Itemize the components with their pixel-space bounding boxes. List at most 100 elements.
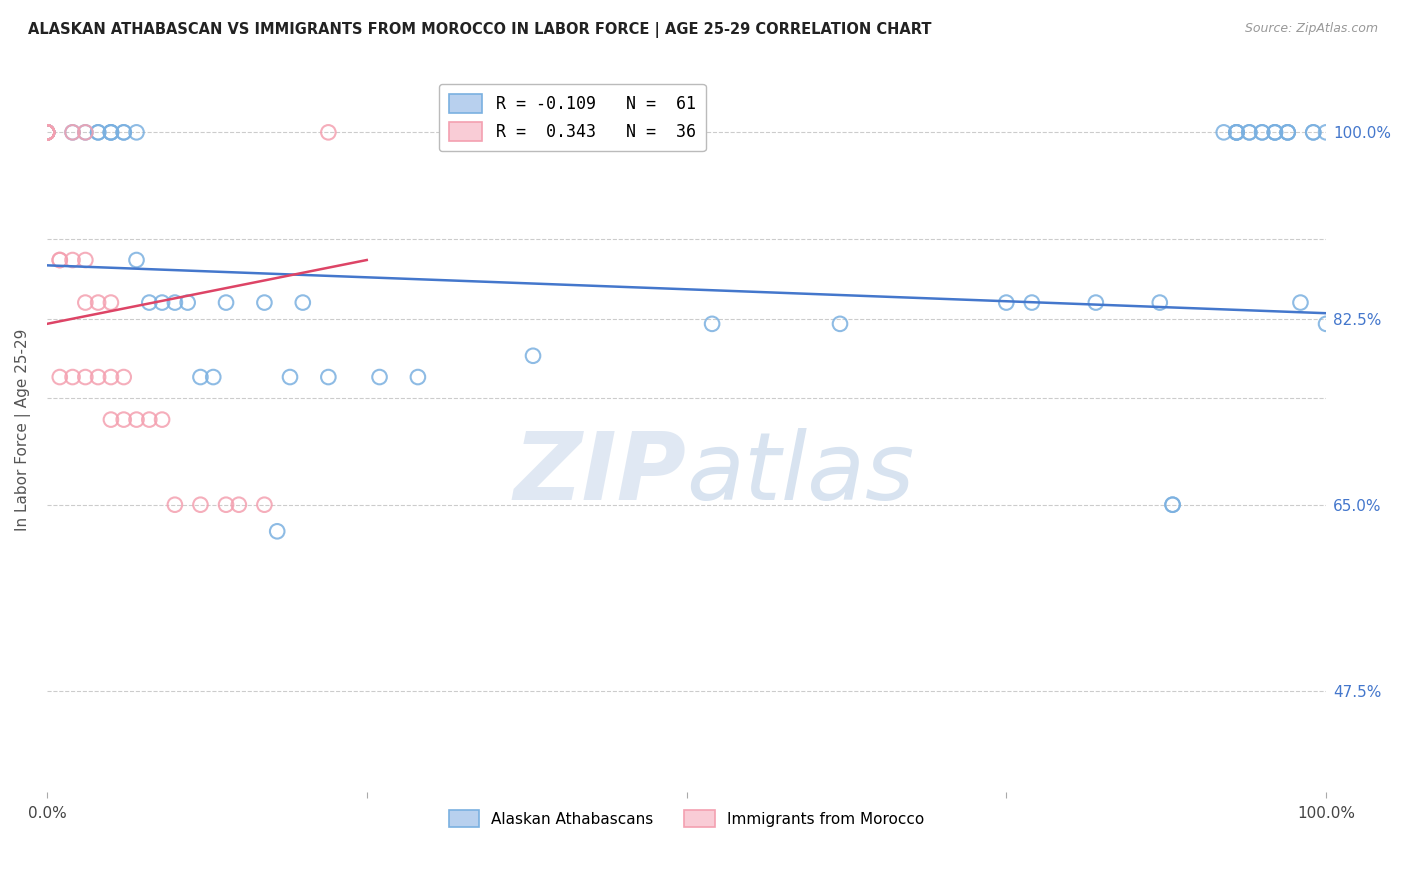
Point <box>100 370 122 384</box>
Point <box>1161 498 1184 512</box>
Point <box>87 370 110 384</box>
Point <box>35 125 58 139</box>
Point <box>1021 295 1043 310</box>
Point <box>35 125 58 139</box>
Point <box>1277 125 1299 139</box>
Point <box>828 317 851 331</box>
Point <box>75 125 97 139</box>
Point <box>318 125 340 139</box>
Point <box>522 349 544 363</box>
Point <box>87 125 110 139</box>
Point <box>278 370 301 384</box>
Point <box>100 295 122 310</box>
Point <box>62 125 84 139</box>
Point <box>266 524 288 539</box>
Point <box>1289 295 1312 310</box>
Point <box>1302 125 1324 139</box>
Point <box>75 125 97 139</box>
Point <box>1264 125 1286 139</box>
Point <box>35 125 58 139</box>
Point <box>49 370 72 384</box>
Point <box>1239 125 1261 139</box>
Point <box>228 498 250 512</box>
Text: ZIP: ZIP <box>513 427 686 520</box>
Text: Source: ZipAtlas.com: Source: ZipAtlas.com <box>1244 22 1378 36</box>
Point <box>1302 125 1324 139</box>
Point <box>1161 498 1184 512</box>
Point <box>35 125 58 139</box>
Point <box>1212 125 1234 139</box>
Point <box>49 253 72 268</box>
Point <box>995 295 1018 310</box>
Point <box>112 370 135 384</box>
Point <box>202 370 225 384</box>
Point <box>100 412 122 426</box>
Point <box>125 412 148 426</box>
Point <box>291 295 314 310</box>
Point <box>1277 125 1299 139</box>
Point <box>112 412 135 426</box>
Point <box>163 498 186 512</box>
Point <box>62 125 84 139</box>
Point <box>100 125 122 139</box>
Point <box>138 412 160 426</box>
Point <box>1225 125 1247 139</box>
Point <box>1264 125 1286 139</box>
Point <box>49 253 72 268</box>
Point <box>75 295 97 310</box>
Point <box>163 295 186 310</box>
Point <box>176 295 198 310</box>
Point <box>700 317 723 331</box>
Text: ALASKAN ATHABASCAN VS IMMIGRANTS FROM MOROCCO IN LABOR FORCE | AGE 25-29 CORRELA: ALASKAN ATHABASCAN VS IMMIGRANTS FROM MO… <box>28 22 932 38</box>
Point <box>62 253 84 268</box>
Point <box>253 498 276 512</box>
Point <box>190 370 212 384</box>
Point <box>35 125 58 139</box>
Point <box>215 498 238 512</box>
Point <box>35 125 58 139</box>
Point <box>35 125 58 139</box>
Point <box>35 125 58 139</box>
Point <box>35 125 58 139</box>
Point <box>100 125 122 139</box>
Legend: Alaskan Athabascans, Immigrants from Morocco: Alaskan Athabascans, Immigrants from Mor… <box>441 802 932 835</box>
Point <box>35 125 58 139</box>
Point <box>112 125 135 139</box>
Point <box>406 370 429 384</box>
Point <box>253 295 276 310</box>
Point <box>125 125 148 139</box>
Point <box>75 253 97 268</box>
Point <box>87 125 110 139</box>
Point <box>1251 125 1274 139</box>
Point <box>1149 295 1171 310</box>
Point <box>35 125 58 139</box>
Point <box>368 370 391 384</box>
Point <box>87 295 110 310</box>
Point <box>190 498 212 512</box>
Point <box>1225 125 1247 139</box>
Point <box>1239 125 1261 139</box>
Point <box>1315 125 1337 139</box>
Point <box>1225 125 1247 139</box>
Point <box>1315 317 1337 331</box>
Point <box>1264 125 1286 139</box>
Point <box>150 295 173 310</box>
Point <box>35 125 58 139</box>
Point <box>1277 125 1299 139</box>
Point <box>1251 125 1274 139</box>
Point <box>318 370 340 384</box>
Point <box>35 125 58 139</box>
Point <box>35 125 58 139</box>
Point <box>35 125 58 139</box>
Point <box>100 125 122 139</box>
Text: atlas: atlas <box>686 428 915 519</box>
Point <box>150 412 173 426</box>
Point <box>75 370 97 384</box>
Point <box>35 125 58 139</box>
Point <box>112 125 135 139</box>
Point <box>1084 295 1107 310</box>
Point <box>138 295 160 310</box>
Y-axis label: In Labor Force | Age 25-29: In Labor Force | Age 25-29 <box>15 329 31 532</box>
Point <box>125 253 148 268</box>
Point <box>35 125 58 139</box>
